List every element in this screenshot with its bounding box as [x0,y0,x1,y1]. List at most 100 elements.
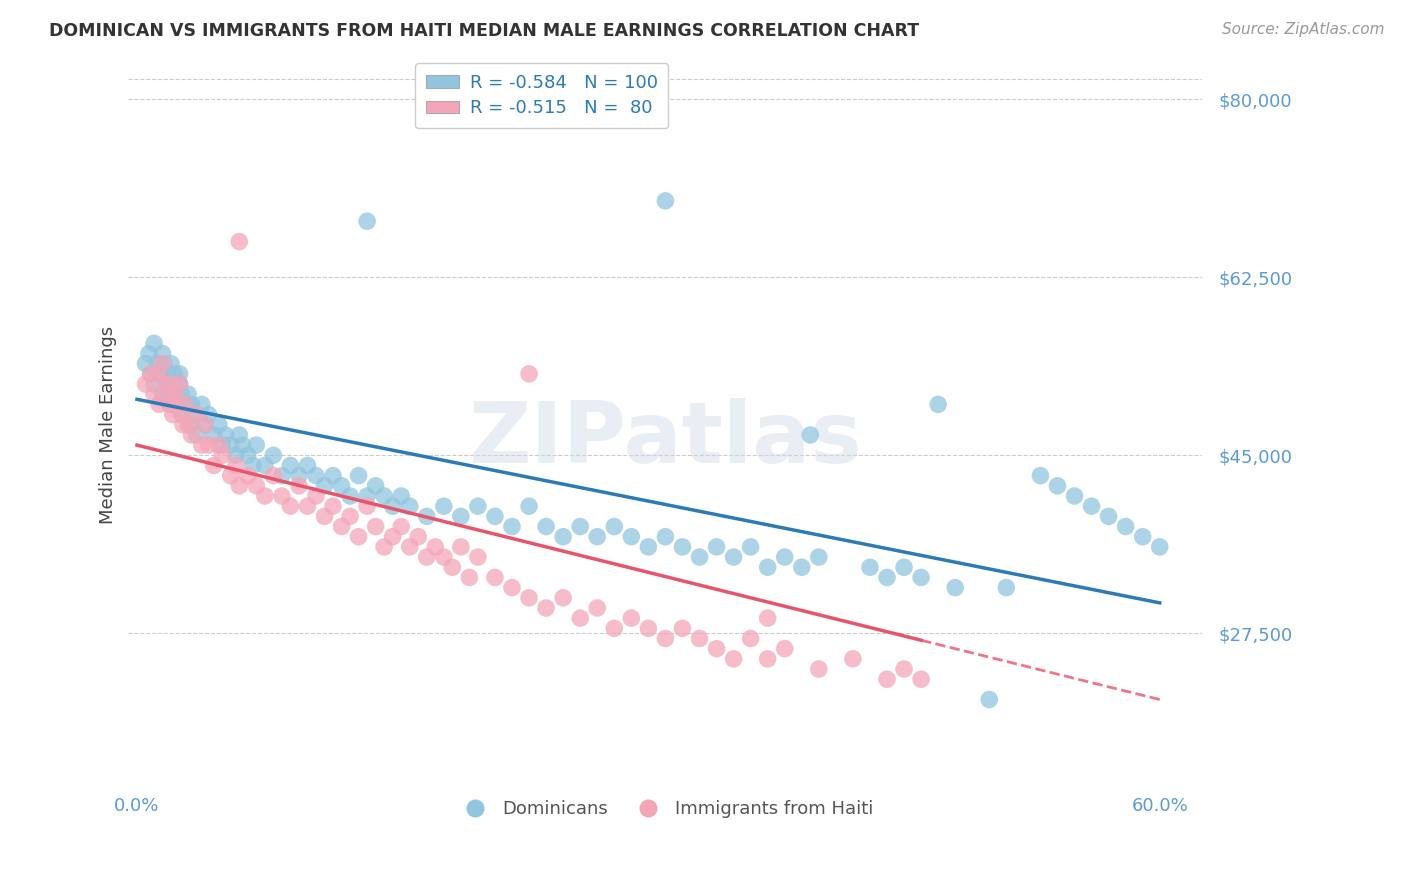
Point [381,499,404,513]
Point [450,509,472,524]
Point [569,611,592,625]
Point [450,540,472,554]
Point [347,468,370,483]
Point [288,479,311,493]
Point [979,692,1001,706]
Point [790,560,813,574]
Point [1132,530,1154,544]
Point [416,509,439,524]
Point [330,519,353,533]
Point [1115,519,1137,533]
Point [534,519,557,533]
Point [228,428,250,442]
Point [339,489,361,503]
Point [208,417,231,432]
Point [356,489,378,503]
Point [706,540,728,554]
Point [242,458,264,473]
Point [534,601,557,615]
Point [134,357,156,371]
Point [458,570,481,584]
Point [330,479,353,493]
Point [165,397,187,411]
Point [245,479,267,493]
Point [163,387,186,401]
Point [305,468,328,483]
Point [433,499,456,513]
Point [416,550,439,565]
Point [339,509,361,524]
Point [194,417,217,432]
Point [807,662,830,676]
Point [169,377,191,392]
Point [995,581,1018,595]
Point [228,235,250,249]
Point [211,438,233,452]
Point [219,438,242,452]
Point [172,408,194,422]
Point [186,428,208,442]
Point [927,397,949,411]
Point [143,336,166,351]
Point [314,509,336,524]
Point [893,560,915,574]
Point [146,357,169,371]
Point [160,397,183,411]
Point [586,601,609,615]
Point [842,652,865,666]
Point [148,367,170,381]
Point [322,499,344,513]
Point [186,408,208,422]
Point [211,448,233,462]
Point [347,530,370,544]
Point [152,346,174,360]
Point [1149,540,1171,554]
Point [467,499,489,513]
Legend: Dominicans, Immigrants from Haiti: Dominicans, Immigrants from Haiti [450,793,880,825]
Point [156,367,179,381]
Point [157,387,180,401]
Point [671,621,693,635]
Point [517,367,540,381]
Point [280,458,302,473]
Point [756,560,779,574]
Point [143,387,166,401]
Point [177,387,200,401]
Point [943,581,966,595]
Point [297,499,319,513]
Point [859,560,882,574]
Point [910,570,932,584]
Point [153,377,176,392]
Y-axis label: Median Male Earnings: Median Male Earnings [100,326,117,524]
Point [773,641,796,656]
Point [620,530,643,544]
Point [208,438,231,452]
Point [173,397,195,411]
Point [270,468,292,483]
Point [603,519,626,533]
Point [225,448,247,462]
Point [425,540,447,554]
Point [364,479,387,493]
Point [157,397,180,411]
Point [143,377,166,392]
Point [740,540,762,554]
Point [637,621,659,635]
Point [740,632,762,646]
Point [398,499,420,513]
Point [799,428,821,442]
Point [172,417,194,432]
Point [807,550,830,565]
Point [517,591,540,605]
Point [671,540,693,554]
Point [228,479,250,493]
Point [173,397,195,411]
Point [194,417,217,432]
Point [236,448,259,462]
Point [153,357,176,371]
Point [191,438,214,452]
Point [381,530,404,544]
Point [219,468,242,483]
Point [197,408,219,422]
Point [152,357,174,371]
